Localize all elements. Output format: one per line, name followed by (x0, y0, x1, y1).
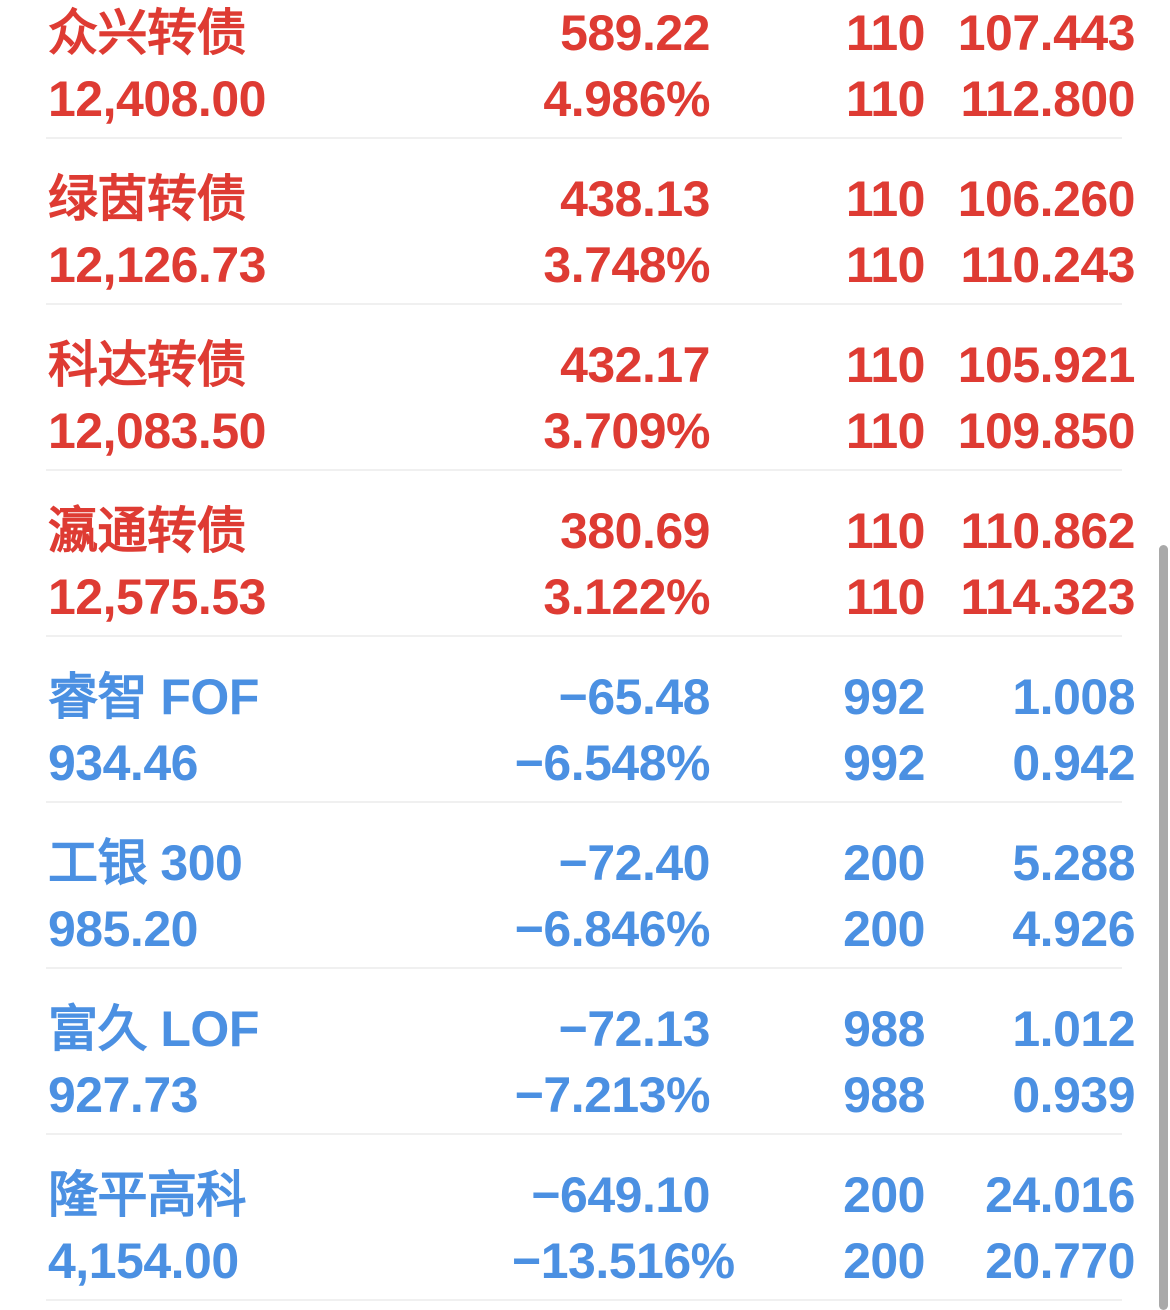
price-value-alt: 0.942 (1012, 735, 1135, 791)
quote-row[interactable]: 工银 300 −72.40 200 5.288 985.20 −6.846% 2… (0, 801, 1170, 967)
change-value: −72.13 (558, 1001, 711, 1057)
change-percent: 3.748% (543, 237, 710, 293)
quote-row[interactable]: 隆平高科 −649.10 200 24.016 4,154.00 −13.516… (0, 1133, 1170, 1299)
scrollbar-thumb[interactable] (1159, 545, 1168, 1310)
quote-row-secondary-line: 12,083.50 3.709% 110 109.850 (0, 398, 1170, 464)
price-value-alt: 20.770 (985, 1233, 1135, 1289)
turnover-value: 927.73 (48, 1067, 198, 1123)
vertical-scrollbar[interactable] (1159, 0, 1170, 1310)
volume-value: 110 (845, 5, 926, 61)
price-value-alt: 4.926 (1012, 901, 1135, 957)
security-name[interactable]: 众兴转债 (48, 5, 247, 61)
quote-row-secondary-line: 927.73 −7.213% 988 0.939 (0, 1062, 1170, 1128)
quote-row-secondary-line: 4,154.00 −13.516% 200 20.770 (0, 1228, 1170, 1294)
volume-value: 110 (845, 503, 926, 559)
change-percent: −6.548% (514, 735, 711, 791)
price-value-alt: 114.323 (960, 569, 1136, 625)
volume-value-alt: 200 (843, 1233, 925, 1289)
security-name[interactable]: 科达转债 (48, 337, 247, 393)
quote-row-primary-line: 隆平高科 −649.10 200 24.016 (0, 1162, 1170, 1228)
turnover-value: 12,126.73 (48, 237, 266, 293)
price-value: 1.012 (1012, 1001, 1135, 1057)
price-value-alt: 0.939 (1012, 1067, 1135, 1123)
security-name[interactable]: 隆平高科 (48, 1167, 247, 1223)
volume-value-alt: 110 (845, 237, 926, 293)
change-percent: 4.986% (543, 71, 710, 127)
price-value: 106.260 (957, 171, 1136, 227)
turnover-value: 12,575.53 (48, 569, 266, 625)
turnover-value: 4,154.00 (48, 1233, 239, 1289)
price-value-alt: 109.850 (957, 403, 1136, 459)
volume-value-alt: 110 (845, 71, 926, 127)
price-value: 107.443 (957, 5, 1136, 61)
security-name[interactable]: 富久 LOF (48, 1001, 259, 1057)
volume-value-alt: 988 (843, 1067, 925, 1123)
security-name[interactable]: 绿茵转债 (48, 171, 247, 227)
quote-row-primary-line: 富久 LOF −72.13 988 1.012 (0, 996, 1170, 1062)
change-percent: −6.846% (514, 901, 711, 957)
volume-value: 110 (845, 171, 926, 227)
change-value: −65.48 (558, 669, 711, 725)
quote-row-secondary-line: 934.46 −6.548% 992 0.942 (0, 730, 1170, 796)
quote-row[interactable]: 睿智 FOF −65.48 992 1.008 934.46 −6.548% 9… (0, 635, 1170, 801)
quote-row-secondary-line: 12,575.53 3.122% 110 114.323 (0, 564, 1170, 630)
quote-row[interactable]: 瀛通转债 380.69 110 110.862 12,575.53 3.122%… (0, 469, 1170, 635)
quote-row[interactable]: 科达转债 432.17 110 105.921 12,083.50 3.709%… (0, 303, 1170, 469)
security-name[interactable]: 瀛通转债 (48, 503, 247, 559)
quote-row-primary-line: 绿茵转债 438.13 110 106.260 (0, 166, 1170, 232)
turnover-value: 12,083.50 (48, 403, 266, 459)
price-value: 1.008 (1012, 669, 1135, 725)
quote-row[interactable]: 众兴转债 589.22 110 107.443 12,408.00 4.986%… (0, 0, 1170, 137)
quote-row[interactable]: 富久 LOF −72.13 988 1.012 927.73 −7.213% 9… (0, 967, 1170, 1133)
volume-value: 988 (843, 1001, 925, 1057)
turnover-value: 985.20 (48, 901, 198, 957)
price-value-alt: 112.800 (960, 71, 1136, 127)
quote-row-secondary-line: 985.20 −6.846% 200 4.926 (0, 896, 1170, 962)
volume-value: 110 (845, 337, 926, 393)
change-percent: −7.213% (514, 1067, 711, 1123)
price-value-alt: 110.243 (960, 237, 1136, 293)
price-value: 105.921 (957, 337, 1136, 393)
price-value: 5.288 (1012, 835, 1135, 891)
change-value: 438.13 (560, 171, 710, 227)
quote-row-primary-line: 瀛通转债 380.69 110 110.862 (0, 498, 1170, 564)
quote-row-primary-line: 众兴转债 589.22 110 107.443 (0, 0, 1170, 66)
quote-row-primary-line: 睿智 FOF −65.48 992 1.008 (0, 664, 1170, 730)
quote-row-secondary-line: 12,126.73 3.748% 110 110.243 (0, 232, 1170, 298)
change-value: 589.22 (560, 5, 710, 61)
price-value: 24.016 (985, 1167, 1135, 1223)
turnover-value: 12,408.00 (48, 71, 266, 127)
quote-row-secondary-line: 12,408.00 4.986% 110 112.800 (0, 66, 1170, 132)
change-percent: 3.122% (543, 569, 710, 625)
change-value: −72.40 (558, 835, 711, 891)
volume-value: 992 (843, 669, 925, 725)
quote-row-primary-line: 科达转债 432.17 110 105.921 (0, 332, 1170, 398)
volume-value-alt: 200 (843, 901, 925, 957)
security-name[interactable]: 睿智 FOF (48, 669, 259, 725)
quote-row[interactable]: 绿茵转债 438.13 110 106.260 12,126.73 3.748%… (0, 137, 1170, 303)
volume-value-alt: 110 (845, 403, 926, 459)
volume-value-alt: 992 (843, 735, 925, 791)
change-value: 380.69 (560, 503, 710, 559)
volume-value-alt: 110 (845, 569, 926, 625)
quote-row-primary-line: 工银 300 −72.40 200 5.288 (0, 830, 1170, 896)
change-percent: −13.516% (512, 1233, 735, 1289)
change-value: 432.17 (560, 337, 710, 393)
volume-value: 200 (843, 835, 925, 891)
change-value: −649.10 (531, 1167, 710, 1223)
price-value: 110.862 (960, 503, 1136, 559)
turnover-value: 934.46 (48, 735, 198, 791)
volume-value: 200 (843, 1167, 925, 1223)
change-percent: 3.709% (543, 403, 710, 459)
quote-row-placeholder (0, 1299, 1170, 1310)
security-name[interactable]: 工银 300 (48, 835, 243, 891)
